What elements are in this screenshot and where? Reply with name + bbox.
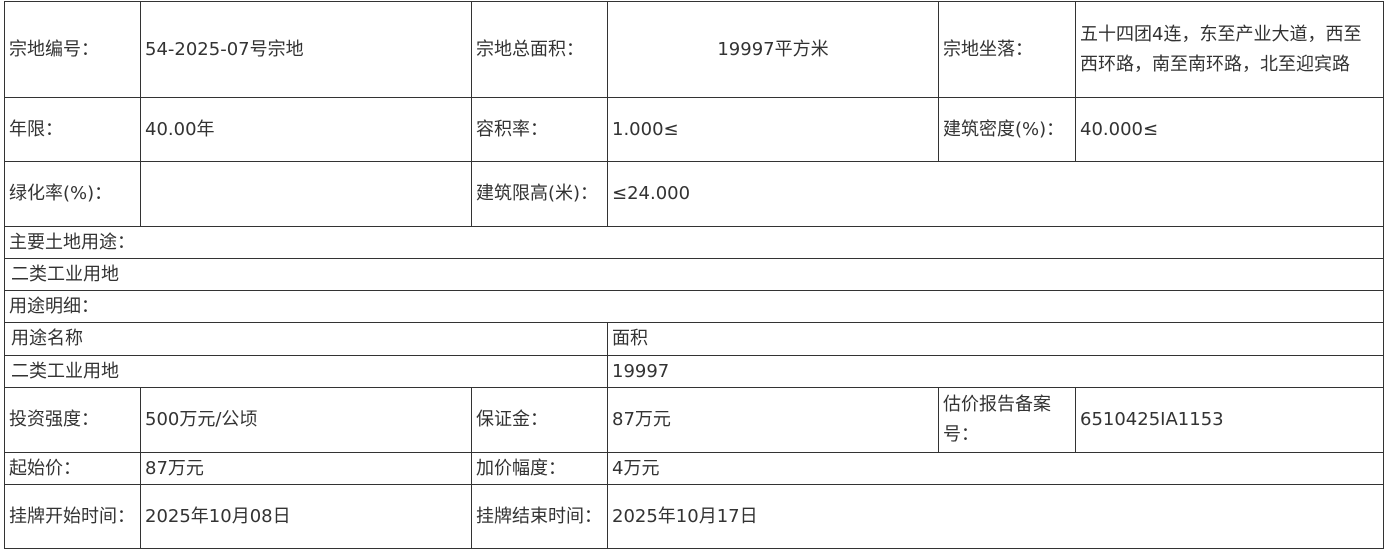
term-cell-0: 年限： — [4, 97, 141, 162]
field-label: 宗地编号： — [9, 38, 99, 60]
field-value: 1.000≤ — [612, 118, 679, 140]
term-cell-5: 40.000≤ — [1075, 97, 1384, 162]
parcel-number-cell-5: 五十四团4连，东至产业大道，西至西环路，南至南环路，北至迎宾路 — [1075, 1, 1384, 98]
term-cell-3: 1.000≤ — [607, 97, 939, 162]
field-label: 保证金： — [476, 409, 548, 430]
field-value: 二类工业用地 — [11, 263, 119, 285]
field-value: 用途明细： — [9, 295, 99, 317]
field-value: 2025年10月17日 — [612, 505, 758, 527]
investment-row-cell-0: 投资强度： — [4, 387, 141, 453]
start-price-row-cell-0: 起始价： — [4, 452, 141, 485]
field-label: 投资强度： — [9, 409, 99, 430]
field-value: 五十四团4连，东至产业大道，西至西环路，南至南环路，北至迎宾路 — [1080, 23, 1362, 75]
start-price-row-cell-3: 4万元 — [607, 452, 1384, 485]
term-cell-2: 容积率： — [471, 97, 608, 162]
start-price-row-cell-2: 加价幅度： — [471, 452, 608, 485]
parcel-number-cell-3: 19997平方米 — [607, 1, 939, 98]
field-value: 面积 — [612, 328, 648, 349]
field-label: 挂牌结束时间： — [476, 505, 602, 527]
field-value: 500万元/公顷 — [145, 409, 258, 430]
field-value: 87万元 — [145, 457, 204, 479]
field-label: 建筑限高(米)： — [476, 183, 599, 204]
field-value: 40.00年 — [145, 118, 215, 140]
investment-row-cell-4: 估价报告备案号： — [938, 387, 1076, 453]
investment-row-cell-2: 保证金： — [471, 387, 608, 453]
use-details-row-cell-0: 二类工业用地 — [4, 355, 608, 388]
field-value: 19997 — [612, 360, 670, 382]
field-label: 宗地总面积： — [476, 38, 584, 60]
field-value: ≤24.000 — [612, 183, 691, 204]
field-value: 40.000≤ — [1080, 118, 1159, 140]
greening-rate-cell-3: ≤24.000 — [607, 161, 1384, 227]
use-details-row-cell-1: 19997 — [607, 355, 1384, 388]
listing-time-row-cell-0: 挂牌开始时间： — [4, 484, 141, 549]
field-label: 容积率： — [476, 118, 548, 140]
listing-time-row-cell-3: 2025年10月17日 — [607, 484, 1384, 549]
main-land-use-cell-0: 二类工业用地 — [4, 258, 1384, 291]
parcel-number-cell-0: 宗地编号： — [4, 1, 141, 98]
greening-rate-cell-2: 建筑限高(米)： — [471, 161, 608, 227]
use-details-label-cell-0: 用途明细： — [4, 290, 1384, 323]
field-value: 54-2025-07号宗地 — [145, 38, 304, 60]
listing-time-row-cell-2: 挂牌结束时间： — [471, 484, 608, 549]
field-label: 挂牌开始时间： — [9, 505, 135, 527]
field-label: 起始价： — [9, 457, 81, 479]
greening-rate-cell-0: 绿化率(%)： — [4, 161, 141, 227]
field-value: 主要土地用途： — [9, 231, 135, 253]
parcel-number-cell-2: 宗地总面积： — [471, 1, 608, 98]
field-value: 用途名称 — [11, 328, 83, 349]
greening-rate-cell-1 — [140, 161, 472, 227]
investment-row-cell-3: 87万元 — [607, 387, 939, 453]
field-value: 4万元 — [612, 457, 660, 479]
field-value: 19997平方米 — [717, 38, 829, 60]
field-label: 建筑密度(%)： — [943, 118, 1065, 140]
field-label: 年限： — [9, 118, 63, 140]
start-price-row-cell-1: 87万元 — [140, 452, 472, 485]
use-details-header-cell-1: 面积 — [607, 322, 1384, 356]
use-details-header-cell-0: 用途名称 — [4, 322, 608, 356]
field-value: 87万元 — [612, 409, 671, 430]
listing-time-row-cell-1: 2025年10月08日 — [140, 484, 472, 549]
investment-row-cell-1: 500万元/公顷 — [140, 387, 472, 453]
field-label: 宗地坐落： — [943, 38, 1033, 60]
field-value: 二类工业用地 — [11, 360, 119, 382]
field-label: 绿化率(%)： — [9, 183, 113, 204]
field-value: 2025年10月08日 — [145, 505, 291, 527]
parcel-number-cell-1: 54-2025-07号宗地 — [140, 1, 472, 98]
investment-row-cell-5: 6510425IA1153 — [1075, 387, 1384, 453]
field-value: 6510425IA1153 — [1080, 409, 1224, 430]
term-cell-1: 40.00年 — [140, 97, 472, 162]
field-label: 加价幅度： — [476, 457, 566, 479]
parcel-number-cell-4: 宗地坐落： — [938, 1, 1076, 98]
term-cell-4: 建筑密度(%)： — [938, 97, 1076, 162]
field-label: 估价报告备案号： — [943, 394, 1051, 445]
main-land-use-label-cell-0: 主要土地用途： — [4, 226, 1384, 259]
